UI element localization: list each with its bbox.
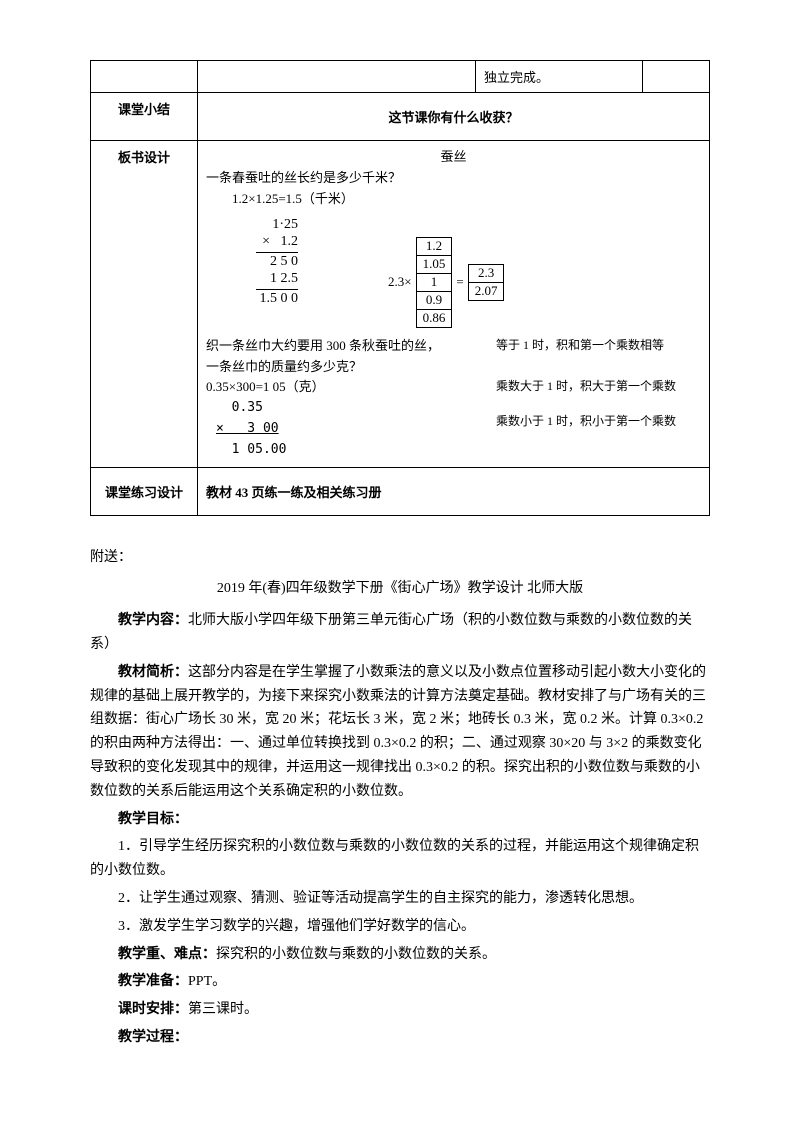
equals: =	[456, 272, 463, 293]
board-content: 蚕丝 一条春蚕吐的丝长约是多少千米？ 1.2×1.25=1.5（千米） 1·25…	[198, 141, 710, 468]
rule3: 乘数小于 1 时，积小于第一个乘数	[496, 412, 676, 440]
p6: 课时安排：第三课时。	[90, 998, 710, 1022]
fraction-equation: 2.3× 1.2 1.05 1 0.9 0.86 = 2.3 2.07	[388, 237, 504, 327]
board-q2a: 织一条丝巾大约要用 300 条秋蚕吐的丝，	[206, 336, 476, 357]
board-label: 板书设计	[91, 141, 198, 468]
calc2-l1: 0.35	[216, 398, 476, 419]
p5: 教学准备：PPT。	[90, 970, 710, 994]
lesson-table: 独立完成。 课堂小结 这节课你有什么收获？ 板书设计 蚕丝 一条春蚕吐的丝长约是…	[90, 60, 710, 516]
row1-col2: 独立完成。	[476, 61, 643, 93]
p4: 教学重、难点：探究积的小数位数与乘数的小数位数的关系。	[90, 943, 710, 967]
frac-col1: 1.2 1.05 1 0.9 0.86	[416, 237, 453, 327]
p3-2: 2．让学生通过观察、猜测、验证等活动提高学生的自主探究的能力，渗透转化思想。	[90, 887, 710, 911]
board-title: 蚕丝	[206, 147, 701, 168]
calc2-l3: 1 05.00	[216, 440, 701, 461]
board-q1: 一条春蚕吐的丝长约是多少千米？	[206, 168, 701, 189]
board-eq2: 0.35×300=1 05（克）	[206, 377, 476, 398]
summary-content: 这节课你有什么收获？	[198, 93, 710, 141]
p2: 教材简析：这部分内容是在学生掌握了小数乘法的意义以及小数点位置移动引起小数大小变…	[90, 661, 710, 804]
practice-label: 课堂练习设计	[91, 467, 198, 515]
p3-1: 1．引导学生经历探究积的小数位数与乘数的小数位数的关系的过程，并能运用这个规律确…	[90, 835, 710, 883]
rule2: 乘数大于 1 时，积大于第一个乘数	[496, 377, 676, 398]
frac-prefix: 2.3×	[388, 272, 412, 293]
p1: 教学内容：北师大版小学四年级下册第三单元街心广场（积的小数位数与乘数的小数位数的…	[90, 609, 710, 657]
practice-content: 教材 43 页练一练及相关练习册	[198, 467, 710, 515]
summary-label: 课堂小结	[91, 93, 198, 141]
board-q2b: 一条丝巾的质量约多少克？	[206, 357, 701, 378]
rule1: 等于 1 时，积和第一个乘数相等	[496, 336, 664, 357]
attachment-title: 2019 年(春)四年级数学下册《街心广场》教学设计 北师大版	[90, 577, 710, 601]
attachment-section: 附送： 2019 年(春)四年级数学下册《街心广场》教学设计 北师大版 教学内容…	[90, 546, 710, 1050]
attachment-header: 附送：	[90, 546, 710, 570]
row1-label	[91, 61, 198, 93]
frac-col2: 2.3 2.07	[468, 264, 505, 301]
calc2-l2: × 3 00	[216, 419, 476, 440]
row1-col1	[198, 61, 476, 93]
p7: 教学过程：	[90, 1026, 710, 1050]
row1-col3	[643, 61, 710, 93]
calc1: 1·25 × 1.2 2 5 0 1 2.5 1.5 0 0	[256, 217, 298, 307]
p3-label: 教学目标：	[90, 808, 710, 832]
board-eq1: 1.2×1.25=1.5（千米）	[232, 189, 701, 210]
p3-3: 3．激发学生学习数学的兴趣，增强他们学好数学的信心。	[90, 915, 710, 939]
